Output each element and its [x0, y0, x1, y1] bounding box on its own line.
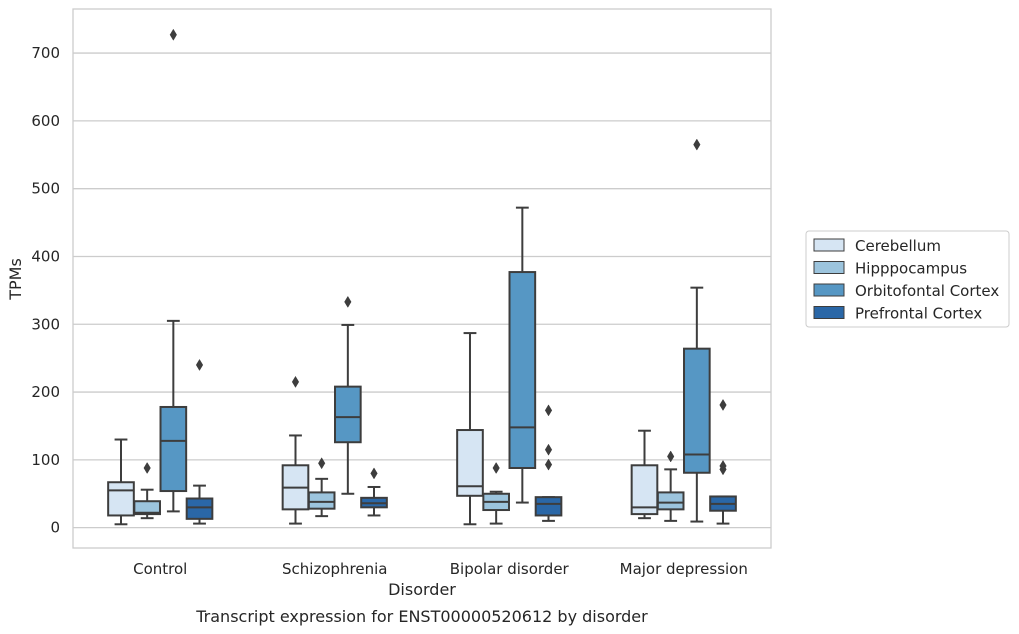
legend-label: Orbitofontal Cortex: [855, 282, 999, 300]
outlier-point: [544, 443, 553, 456]
box-iqr: [656, 491, 685, 511]
chart-caption: Transcript expression for ENST0000052061…: [195, 607, 648, 626]
box-iqr: [508, 271, 537, 469]
outlier-point: [544, 404, 553, 417]
box-iqr: [534, 496, 563, 517]
y-tick-label: 200: [31, 383, 60, 401]
y-tick-label: 300: [31, 315, 60, 333]
legend-swatch: [813, 283, 845, 297]
y-tick-label: 400: [31, 247, 60, 265]
x-tick-label: Major depression: [620, 560, 748, 578]
outlier-point: [370, 467, 378, 480]
y-tick-label: 700: [31, 44, 60, 62]
box-iqr: [683, 347, 711, 474]
y-tick-label: 600: [31, 112, 60, 130]
x-tick-label: Bipolar disorder: [450, 560, 570, 578]
box-iqr: [107, 481, 135, 517]
box-iqr: [307, 491, 336, 510]
outlier-point: [544, 458, 553, 471]
legend-swatch: [813, 306, 845, 319]
legend-swatch: [813, 261, 845, 274]
plot-layer: 0 100 200 300 400 500 600 700 Control Schizophren…: [31, 8, 772, 578]
box-iqr: [334, 385, 362, 444]
y-tick-label: 100: [31, 451, 60, 469]
outlier-point: [492, 462, 500, 474]
y-tick-label: 500: [31, 180, 60, 198]
box-iqr: [133, 500, 161, 516]
y-axis-label: TPMs: [6, 258, 25, 301]
outlier-point: [667, 450, 675, 463]
x-tick-label: Schizophrenia: [282, 560, 387, 578]
outlier-point: [318, 457, 326, 470]
legend-swatch: [813, 238, 845, 252]
legend-frame: [805, 230, 1010, 328]
outlier-point: [719, 398, 727, 411]
box-iqr: [185, 497, 214, 520]
plot-frame: [72, 8, 772, 549]
legend-label: Prefrontal Cortex: [855, 305, 982, 323]
legend-label: Cerebellum: [855, 237, 941, 255]
y-tick-label: 0: [50, 519, 60, 537]
outlier-point: [719, 459, 727, 472]
x-tick-label: Control: [133, 560, 187, 578]
box-iqr: [630, 464, 659, 516]
box-iqr: [456, 429, 484, 497]
outlier-point: [143, 462, 151, 474]
x-axis-label: Disorder: [388, 580, 456, 599]
legend-label: Hipppocampus: [855, 260, 967, 278]
outlier-point: [169, 28, 177, 41]
outlier-point: [291, 375, 300, 388]
outlier-point: [195, 358, 204, 371]
outlier-point: [693, 138, 701, 151]
outlier-point: [344, 295, 352, 308]
legend: Cerebellum Hipppocampus Orbitofontal Corte…: [805, 230, 1010, 328]
box-iqr: [159, 405, 188, 493]
